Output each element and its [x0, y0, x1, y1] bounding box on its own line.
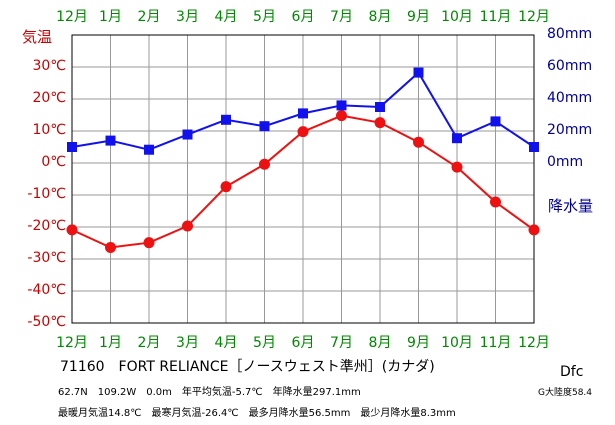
right-axis-tick-label: 80mm [547, 26, 593, 42]
month-label-bottom: 5月 [253, 335, 276, 351]
month-label-bottom: 8月 [368, 335, 392, 351]
temperature-point [490, 196, 501, 208]
left-axis-tick-label: -20℃ [27, 218, 66, 234]
month-label-bottom: 9月 [407, 335, 430, 351]
precipitation-point [529, 142, 539, 152]
precipitation-points [67, 67, 539, 155]
temperature-point [297, 126, 309, 138]
month-label-top: 8月 [368, 9, 392, 25]
station-title: 71160 FORT RELIANCE［ノースウェスト準州］(カナダ) [60, 359, 435, 375]
temperature-points [66, 110, 540, 253]
temperature-point [413, 136, 424, 148]
right-axis-tick-label: 60mm [547, 58, 593, 74]
continentality-index: G大陸度58.4 [538, 388, 593, 398]
month-label-top: 12月 [56, 9, 88, 25]
temperature-point [105, 241, 116, 253]
station-summary-line2: 最暖月気温14.8℃ 最寒月気温-26.4℃ 最多月降水量56.5mm 最少月降… [58, 408, 456, 419]
temperature-point [259, 158, 270, 170]
month-label-top: 9月 [407, 9, 430, 25]
right-axis-title: 降水量 [548, 197, 594, 215]
precipitation-point [413, 67, 424, 78]
month-label-top: 6月 [291, 9, 315, 25]
month-label-bottom: 1月 [99, 335, 122, 351]
left-axis-tick-label: 0℃ [41, 154, 66, 170]
precipitation-point [490, 116, 501, 127]
left-axis-tick-label: -50℃ [27, 314, 66, 330]
month-label-bottom: 12月 [56, 335, 88, 351]
month-label-top: 10月 [441, 9, 473, 25]
precipitation-point [259, 121, 270, 132]
precipitation-point [298, 108, 308, 119]
precipitation-point [182, 129, 193, 140]
temperature-point [143, 237, 155, 249]
precipitation-point [336, 100, 347, 111]
precipitation-point [105, 135, 116, 146]
climate-code: Dfc [560, 364, 584, 380]
month-label-bottom: 7月 [330, 335, 353, 351]
temperature-point [220, 181, 232, 193]
left-axis-title: 気温 [22, 28, 53, 46]
plot-frame [71, 34, 535, 324]
month-label-bottom: 12月 [518, 335, 550, 351]
station-summary-line1: 62.7N 109.2W 0.0m 年平均気温-5.7℃ 年降水量297.1mm [58, 387, 361, 398]
left-axis-tick-label: -30℃ [27, 250, 66, 266]
precipitation-point [452, 133, 462, 144]
temperature-point [451, 161, 463, 173]
precipitation-point [221, 114, 231, 125]
precipitation-point [67, 142, 77, 152]
month-label-bottom: 6月 [291, 335, 315, 351]
month-label-bottom: 2月 [137, 335, 161, 351]
temperature-point [336, 110, 347, 122]
month-label-top: 11月 [479, 9, 512, 25]
month-label-bottom: 10月 [441, 335, 473, 351]
month-label-top: 2月 [137, 9, 161, 25]
left-axis-tick-label: 10℃ [32, 122, 66, 138]
month-label-top: 5月 [253, 9, 276, 25]
chart-grid [72, 35, 534, 323]
month-label-top: 4月 [214, 9, 238, 25]
left-axis-tick-label: -10℃ [27, 186, 66, 202]
precipitation-point [375, 102, 385, 112]
month-label-bottom: 4月 [214, 335, 238, 351]
left-axis-tick-label: 30℃ [32, 58, 66, 74]
right-axis-tick-label: 0mm [547, 154, 584, 170]
month-label-top: 7月 [330, 9, 353, 25]
temperature-point [374, 117, 386, 129]
temperature-point [528, 224, 540, 236]
month-label-top: 3月 [176, 9, 199, 25]
month-label-bottom: 11月 [479, 335, 512, 351]
precipitation-point [144, 144, 154, 155]
month-label-top: 12月 [518, 9, 550, 25]
left-axis-tick-label: -40℃ [27, 282, 66, 298]
right-axis-tick-label: 20mm [547, 122, 593, 138]
temperature-point [66, 224, 78, 236]
temperature-point [182, 220, 193, 232]
month-label-bottom: 3月 [176, 335, 199, 351]
month-label-top: 1月 [99, 9, 122, 25]
right-axis-tick-label: 40mm [547, 90, 593, 106]
left-axis-tick-label: 20℃ [32, 90, 66, 106]
